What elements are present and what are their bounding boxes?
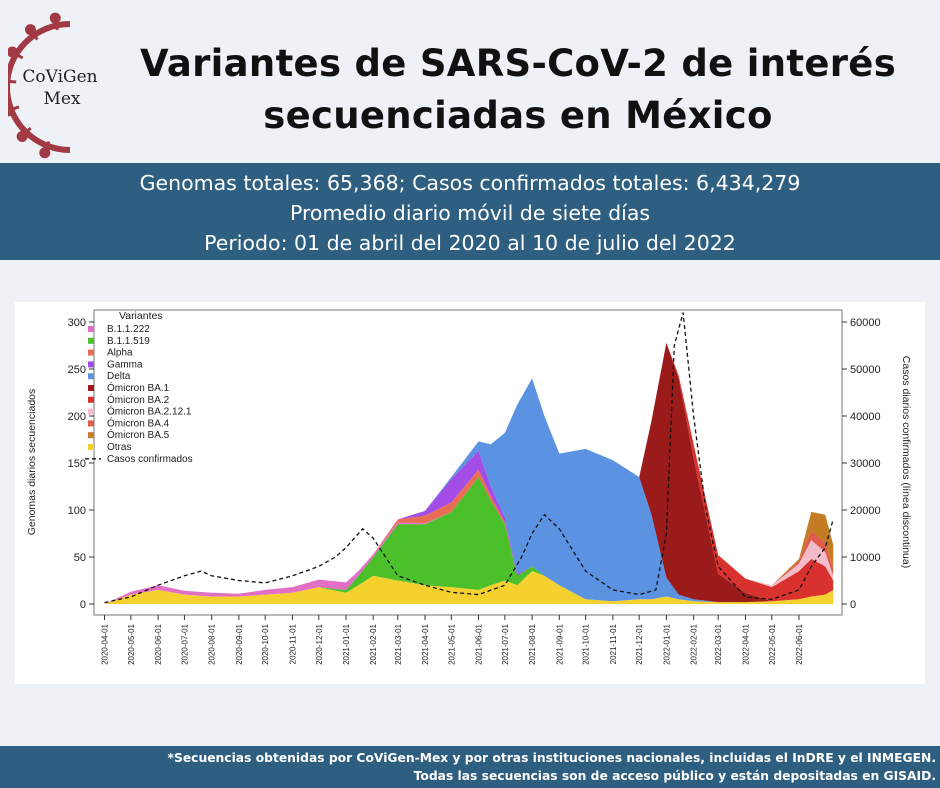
y-axis-label: Genomas diarios secuenciados [26,389,38,536]
legend-item: Delta [107,371,131,382]
band-line-3: Periodo: 01 de abril del 2020 al 10 de j… [204,231,736,255]
logo-text-line2: Mex [43,89,80,109]
logo-spike-tip [24,24,36,36]
logo-spike-tip [2,105,14,117]
legend-swatch [88,444,94,450]
legend-swatch [88,408,94,415]
variant-areas [104,342,834,604]
y2-tick-label: 10000 [850,552,881,564]
legend-item: Ómicron BA.4 [107,416,170,429]
variants-chart: 0 50 100 150 200 250 300 0 10000 20000 30000 40000 5… [26,309,912,665]
x-tick-label: 2022-01-01 [662,623,671,664]
area-b-1-1-519 [104,477,834,604]
legend-item: B.1.1.519 [107,336,150,347]
info-band: Genomas totales: 65,368; Casos confirmad… [0,163,940,260]
x-tick-label: 2021-12-01 [635,623,644,664]
legend-swatch [88,432,94,439]
x-tick-label: 2020-09-01 [235,623,244,664]
y-tick-label: 100 [68,505,86,517]
y-tick-label: 150 [68,458,86,470]
footer-line-2: Todas las secuencias son de acceso públi… [413,769,936,783]
x-tick-label: 2020-10-01 [261,623,270,664]
x-tick-label: 2021-03-01 [394,623,403,664]
x-tick-label: 2021-10-01 [582,623,591,664]
legend-item: Gamma [107,359,143,370]
chart-panel: 0 50 100 150 200 250 300 0 10000 20000 30000 40000 5… [15,302,925,684]
x-tick-label: 2020-06-01 [154,623,163,664]
y2-tick-label: 50000 [850,364,881,376]
virus-logo-icon: CoViGen Mex [0,12,98,159]
logo-spike-tip [16,130,28,142]
x-tick-label: 2022-04-01 [741,623,750,664]
x-tick-label: 2021-07-01 [501,623,510,664]
x-tick-label: 2020-05-01 [127,623,136,664]
area-otras [104,571,834,604]
title-line-1: Variantes de SARS-CoV-2 de interés [139,42,897,85]
x-tick-label: 2022-03-01 [714,623,723,664]
legend-item: Ómicron BA.5 [107,428,170,441]
legend-swatch [88,361,94,368]
y-tick-label: 300 [68,317,86,329]
cases-line [104,312,834,604]
legend-item: Ómicron BA.1 [107,381,170,394]
band-line-1: Genomas totales: 65,368; Casos confirmad… [139,171,801,195]
area-delta [104,378,834,604]
legend-item: Ómicron BA.2 [107,393,170,406]
legend-swatch [88,385,94,391]
x-tick-label: 2022-02-01 [690,623,699,664]
x-tick-label: 2021-09-01 [555,623,564,664]
legend-swatch [88,373,94,380]
legend-swatch [88,326,94,332]
y2-tick-label: 30000 [850,458,881,470]
x-tick-label: 2021-06-01 [475,623,484,664]
y2-tick-label: 40000 [850,411,881,423]
x-tick-label: 2021-05-01 [447,623,456,664]
footer-line-1: *Secuencias obtenidas por CoViGen-Mex y … [167,751,936,765]
x-tick-label: 2021-08-01 [528,623,537,664]
area-b-1-1-222 [104,477,834,604]
y2-axis-label: Casos diarios confirmados (línea discont… [900,356,912,568]
logo-arc [4,21,71,153]
x-tick-label: 2020-12-01 [315,623,324,664]
legend-item: Ómicron BA.2.12.1 [107,405,192,418]
y2-tick-label: 20000 [850,505,881,517]
y-tick-label: 50 [74,552,86,564]
y2-tick-label: 60000 [850,317,881,329]
y-tick-label: 200 [68,411,86,423]
x-tick-label: 2022-05-01 [768,623,777,664]
logo-spike-tip [49,12,61,24]
y2-tick-label: 0 [850,599,856,611]
legend-swatch [88,349,94,356]
legend-title: Variantes [119,310,163,322]
logo-spike-tip [6,46,18,58]
legend-swatch [88,337,94,344]
x-tick-label: 2022-06-01 [795,623,804,664]
x-tick-label: 2021-11-01 [609,623,618,664]
legend-item: Otras [107,442,131,453]
legend: Variantes B.1.1.222B.1.1.519AlphaGammaDel… [85,310,193,465]
page-title: Variantes de SARS-CoV-2 de interés secue… [118,38,918,142]
x-tick-label: 2021-04-01 [421,623,430,664]
x-tick-label: 2020-07-01 [180,623,189,664]
x-tick-label: 2020-08-01 [208,623,217,664]
legend-swatch [88,420,94,427]
x-tick-label: 2021-02-01 [369,623,378,664]
y-tick-label: 250 [68,364,86,376]
legend-swatch [88,396,94,403]
x-tick-label: 2020-04-01 [101,623,110,664]
legend-item: Alpha [107,348,133,359]
area--micron-ba-1 [104,342,834,604]
axes: 0 50 100 150 200 250 300 0 10000 20000 30000 40000 5… [68,317,881,665]
x-tick-label: 2021-01-01 [342,623,351,664]
logo-text-line1: CoViGen [22,67,97,87]
band-line-2: Promedio diario móvil de siete días [289,201,651,225]
covigen-logo: CoViGen Mex [0,12,108,162]
footer: *Secuencias obtenidas por CoViGen-Mex y … [0,746,940,788]
x-tick-label: 2020-11-01 [288,623,297,664]
logo-spike-tip [39,147,51,159]
title-line-2: secuenciadas en México [263,94,773,137]
legend-item: B.1.1.222 [107,324,150,335]
legend-item-cases: Casos confirmados [107,454,193,465]
y-tick-label: 0 [80,599,86,611]
